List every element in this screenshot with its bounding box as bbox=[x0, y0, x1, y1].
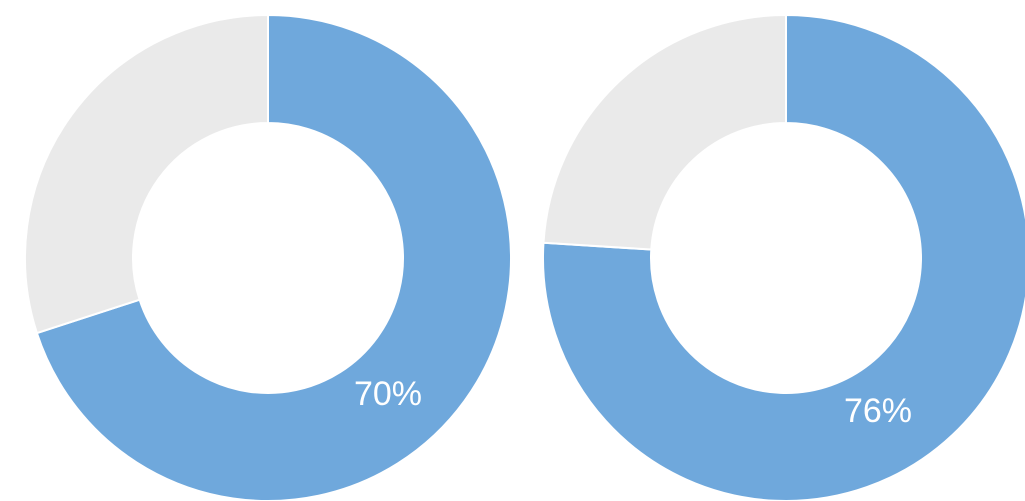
data-label: 70% bbox=[354, 375, 422, 413]
donut-slice-remainder bbox=[24, 13, 269, 335]
donut-slice-remainder bbox=[542, 13, 787, 251]
donut-chart-1: 70% bbox=[24, 13, 512, 501]
data-label: 76% bbox=[844, 392, 912, 430]
donut-slice-value bbox=[35, 13, 512, 501]
donut-chart-2: 76% bbox=[542, 13, 1025, 501]
